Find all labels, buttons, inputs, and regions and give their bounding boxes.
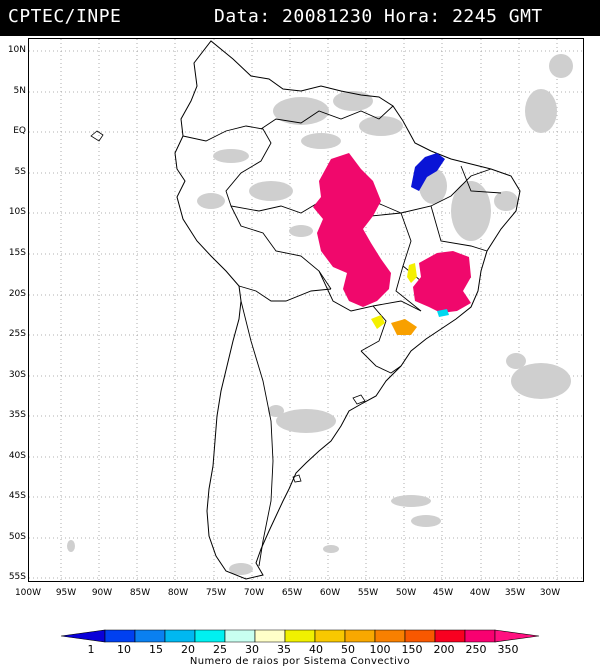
header-bar: CPTEC/INPE Data: 20081230 Hora: 2245 GMT xyxy=(0,0,600,36)
colorbar-tick-label: 35 xyxy=(277,643,291,656)
colorbar-tick-label: 15 xyxy=(149,643,163,656)
colorbar-cell xyxy=(254,629,286,643)
colorbar-cell xyxy=(60,629,106,643)
colorbar-tick-label: 200 xyxy=(433,643,455,656)
lat-label: 10N xyxy=(7,45,26,55)
lon-label: 60W xyxy=(319,588,341,598)
lat-label: 15S xyxy=(8,248,26,258)
lon-label: 70W xyxy=(243,588,265,598)
colorbar-tick-label: 10 xyxy=(117,643,131,656)
lat-label: 10S xyxy=(8,207,26,217)
colorbar-tick-label: 350 xyxy=(497,643,519,656)
colorbar-cell xyxy=(314,629,346,643)
lat-label: 25S xyxy=(8,329,26,339)
cloud-cover xyxy=(67,54,573,575)
lat-label: 30S xyxy=(8,370,26,380)
lat-label: 5S xyxy=(14,167,26,177)
colorbar-cell xyxy=(284,629,316,643)
lon-label: 55W xyxy=(357,588,379,598)
colorbar-tick-label: 250 xyxy=(465,643,487,656)
colorbar-tick-label: 50 xyxy=(341,643,355,656)
lon-label: 95W xyxy=(55,588,77,598)
lon-label: 100W xyxy=(14,588,42,598)
convective-systems-high xyxy=(313,153,471,313)
lon-label: 65W xyxy=(281,588,303,598)
colorbar xyxy=(60,629,540,643)
lat-label: 55S xyxy=(8,572,26,582)
colorbar-cell xyxy=(104,629,136,643)
country-borders xyxy=(182,105,502,567)
colorbar-tick-label: 20 xyxy=(181,643,195,656)
lat-label: 50S xyxy=(8,532,26,542)
colorbar-cell xyxy=(224,629,256,643)
colorbar-title: Numero de raios por Sistema Convectivo xyxy=(189,656,411,667)
source-label: CPTEC/INPE xyxy=(8,6,122,27)
lat-label: 5N xyxy=(13,86,26,96)
lat-label: 40S xyxy=(8,451,26,461)
map-canvas xyxy=(29,39,585,583)
lon-label: 80W xyxy=(167,588,189,598)
lat-label: EQ xyxy=(13,126,26,136)
convective-system-blue xyxy=(411,153,445,191)
lon-label: 40W xyxy=(469,588,491,598)
map-frame xyxy=(28,38,585,583)
lon-label: 50W xyxy=(395,588,417,598)
lat-label: 20S xyxy=(8,289,26,299)
colorbar-cell xyxy=(494,629,540,643)
datetime-label: Data: 20081230 Hora: 2245 GMT xyxy=(214,6,543,27)
colorbar-tick-label: 100 xyxy=(369,643,391,656)
islands xyxy=(90,130,366,483)
convective-systems-mid xyxy=(371,263,449,335)
colorbar-tick-label: 25 xyxy=(213,643,227,656)
lon-label: 35W xyxy=(504,588,526,598)
colorbar-cell xyxy=(134,629,166,643)
lat-label: 35S xyxy=(8,410,26,420)
lon-label: 85W xyxy=(129,588,151,598)
colorbar-cell xyxy=(404,629,436,643)
colorbar-tick-label: 150 xyxy=(401,643,423,656)
lon-label: 45W xyxy=(432,588,454,598)
colorbar-tick-label: 40 xyxy=(309,643,323,656)
colorbar-cell xyxy=(194,629,226,643)
graticule xyxy=(29,39,585,583)
colorbar-cell xyxy=(344,629,376,643)
colorbar-cell xyxy=(464,629,496,643)
lon-label: 30W xyxy=(539,588,561,598)
lat-label: 45S xyxy=(8,491,26,501)
coastline xyxy=(174,40,521,580)
lon-label: 75W xyxy=(205,588,227,598)
colorbar-tick-label: 30 xyxy=(245,643,259,656)
colorbar-cell xyxy=(434,629,466,643)
colorbar-tick-label: 1 xyxy=(87,643,95,656)
colorbar-cell xyxy=(374,629,406,643)
lon-label: 90W xyxy=(91,588,113,598)
colorbar-cell xyxy=(164,629,196,643)
